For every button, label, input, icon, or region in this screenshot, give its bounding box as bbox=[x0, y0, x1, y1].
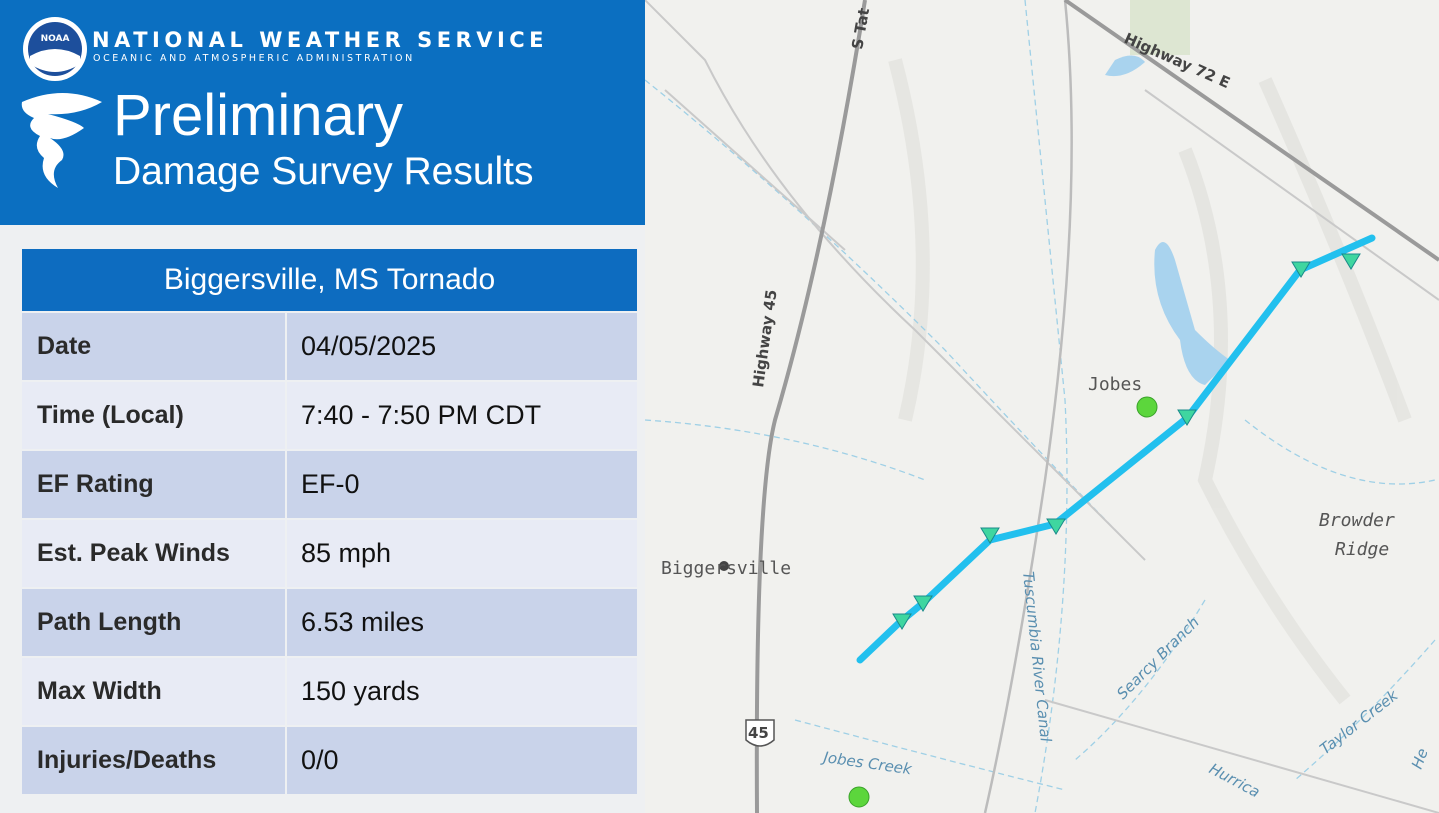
table-row: Est. Peak Winds 85 mph bbox=[22, 520, 637, 587]
row-label: EF Rating bbox=[22, 451, 285, 518]
table-row: Max Width 150 yards bbox=[22, 658, 637, 725]
water-label: He bbox=[1408, 746, 1432, 771]
table-row: EF Rating EF-0 bbox=[22, 451, 637, 518]
row-label: Max Width bbox=[22, 658, 285, 725]
table-row: Injuries/Deaths 0/0 bbox=[22, 727, 637, 794]
org-sub: OCEANIC AND ATMOSPHERIC ADMINISTRATION bbox=[93, 53, 415, 64]
summary-table: Biggersville, MS Tornado Date 04/05/2025 T… bbox=[22, 249, 637, 794]
place-label: Biggersville bbox=[661, 558, 791, 579]
info-panel: NOAA NATIONAL WEATHER SERVICE OCEANIC AN… bbox=[0, 0, 645, 813]
noaa-logo: NOAA bbox=[23, 17, 87, 81]
place-label: Ridge bbox=[1335, 539, 1389, 560]
row-label: Date bbox=[22, 313, 285, 380]
header: NOAA NATIONAL WEATHER SERVICE OCEANIC AN… bbox=[0, 0, 645, 225]
row-value: EF-0 bbox=[287, 451, 637, 518]
row-value: 0/0 bbox=[287, 727, 637, 794]
row-label: Path Length bbox=[22, 589, 285, 656]
row-label: Injuries/Deaths bbox=[22, 727, 285, 794]
table-row: Path Length 6.53 miles bbox=[22, 589, 637, 656]
row-value: 7:40 - 7:50 PM CDT bbox=[287, 382, 637, 449]
map: S Tat Highway 72 E Highway 45 45 Jobes B… bbox=[645, 0, 1439, 813]
row-value: 6.53 miles bbox=[287, 589, 637, 656]
row-label: Time (Local) bbox=[22, 382, 285, 449]
table-row: Date 04/05/2025 bbox=[22, 313, 637, 380]
org-name: NATIONAL WEATHER SERVICE bbox=[92, 28, 549, 52]
logo-text: NOAA bbox=[41, 34, 70, 44]
row-label: Est. Peak Winds bbox=[22, 520, 285, 587]
row-value: 150 yards bbox=[287, 658, 637, 725]
place-label: Browder bbox=[1319, 510, 1395, 531]
table-title: Biggersville, MS Tornado bbox=[22, 249, 637, 311]
place-label: Jobes bbox=[1088, 374, 1142, 395]
table-row: Time (Local) 7:40 - 7:50 PM CDT bbox=[22, 382, 637, 449]
row-value: 04/05/2025 bbox=[287, 313, 637, 380]
title: Preliminary bbox=[113, 83, 404, 148]
tornado-icon bbox=[21, 93, 102, 188]
road-shield: 45 bbox=[748, 724, 769, 742]
row-value: 85 mph bbox=[287, 520, 637, 587]
subtitle: Damage Survey Results bbox=[113, 150, 534, 193]
